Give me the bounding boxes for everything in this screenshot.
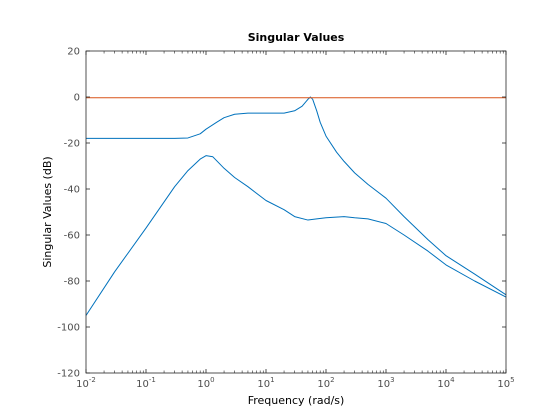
y-tick-label: -60: [64, 231, 80, 242]
y-tick-label: -40: [64, 185, 80, 196]
x-axis-label: Frequency (rad/s): [248, 394, 345, 407]
plot-area: [86, 51, 506, 373]
x-tick-label: 104: [437, 376, 455, 390]
x-tick-label: 100: [197, 376, 214, 390]
axes-box: [85, 50, 507, 374]
x-tick-label: 105: [497, 376, 514, 390]
y-tick-label: -100: [57, 323, 80, 334]
x-tick-label: 10-2: [76, 376, 96, 390]
x-tick-label: 103: [377, 376, 394, 390]
y-tick-label: -80: [64, 277, 80, 288]
y-tick-label: 20: [67, 47, 80, 58]
y-tick-label: -20: [64, 139, 80, 150]
series-line-2: [85, 155, 507, 316]
y-tick-label: -120: [57, 369, 80, 380]
chart-title: Singular Values: [248, 31, 345, 44]
y-axis-label: Singular Values (dB): [41, 156, 54, 267]
y-tick-label: 0: [74, 93, 80, 104]
series-layer: [85, 96, 507, 316]
x-tick-label: 10-1: [136, 376, 156, 390]
x-tick-label: 101: [257, 376, 274, 390]
x-tick-label: 102: [317, 376, 334, 390]
